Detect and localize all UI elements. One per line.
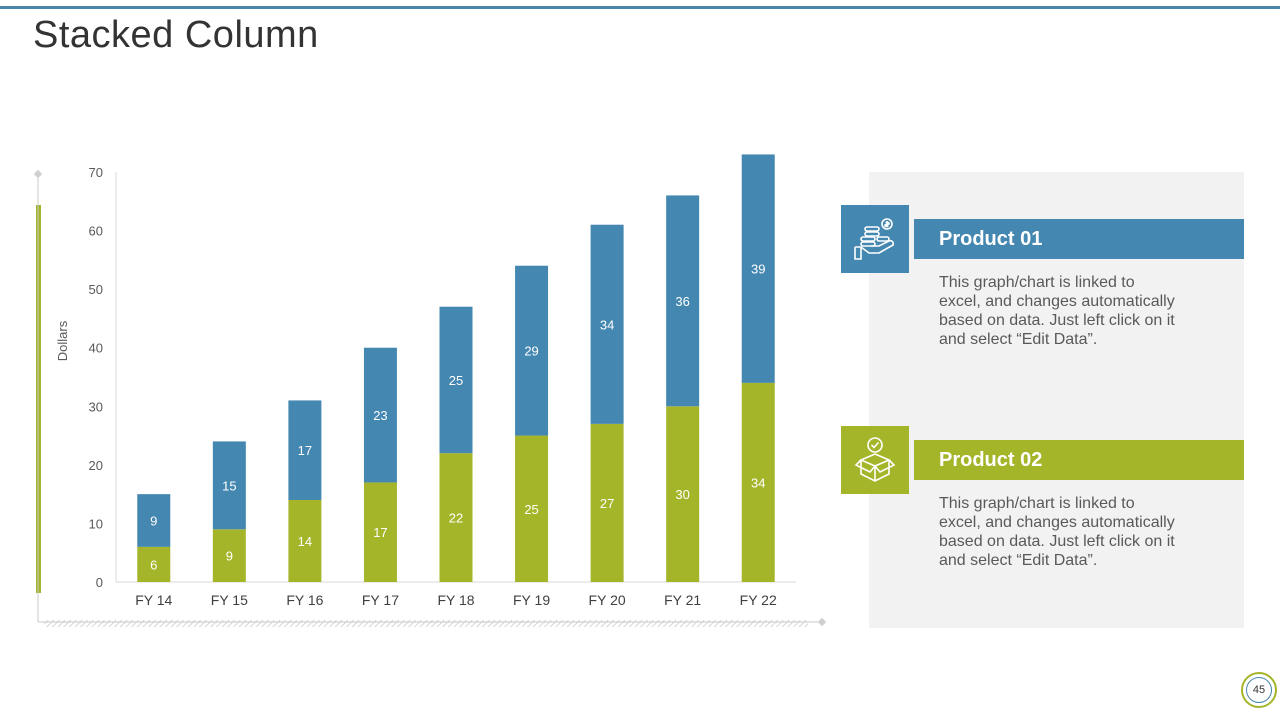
stacked-column-chart: Dollars 0 10 20 30 40 50 60 70 6 9 9 15 14 17 17 23 22 2…: [33, 154, 827, 627]
x-tick-label: FY 20: [589, 592, 626, 608]
bar-data-label: 23: [373, 408, 387, 423]
hatched-base: [44, 620, 808, 627]
y-tick-label: 70: [89, 165, 103, 180]
bar-data-label: 17: [298, 443, 312, 458]
bar-segment-product01: [439, 306, 473, 454]
x-tick-label: FY 21: [664, 592, 701, 608]
frame-diamond-top: [33, 169, 43, 179]
y-tick-label: 50: [89, 282, 103, 297]
x-tick-label: FY 17: [362, 592, 399, 608]
product1-icon-box: [841, 205, 909, 273]
bar-segment-product01: [363, 347, 397, 483]
y-axis-label: Dollars: [55, 320, 70, 361]
page-number: 45: [1246, 677, 1272, 703]
x-tick-label: FY 14: [135, 592, 172, 608]
bar-data-label: 30: [675, 487, 689, 502]
bar-segment-product01: [741, 154, 775, 383]
x-tick-label: FY 22: [740, 592, 777, 608]
money-hand-icon: [854, 218, 895, 260]
x-tick-labels: FY 14 FY 15 FY 16 FY 17 FY 18 FY 19 FY 20 FY 21…: [135, 592, 777, 608]
y-tick-label: 30: [89, 399, 103, 414]
product2-description: This graph/chart is linked to excel, and…: [939, 495, 1175, 569]
bar-data-label: 39: [751, 262, 765, 277]
bar-segment-product02: [590, 423, 624, 582]
product2-label: Product 02: [939, 449, 1043, 471]
bar-segment-product02: [363, 482, 397, 582]
bar-segment-product01: [515, 265, 549, 436]
bar-data-label: 34: [751, 475, 765, 490]
y-tick-label: 40: [89, 341, 103, 356]
bars: 6 9 9 15 14 17 17 23 22 25 25 29 27 34 30 36 34 39: [137, 154, 775, 582]
box-check-icon: [854, 437, 896, 482]
y-tick-label: 60: [89, 224, 103, 239]
bar-segment-product02: [666, 406, 700, 582]
bar-data-label: 29: [524, 344, 538, 359]
page-number-badge: 45: [1241, 672, 1277, 708]
product2-label-bar: Product 02: [914, 440, 1244, 480]
product2-icon-box: [841, 426, 909, 494]
product1-description: This graph/chart is linked to excel, and…: [939, 274, 1175, 348]
y-tick-labels: 0 10 20 30 40 50 60 70: [89, 165, 103, 590]
bar-segment-product02: [288, 500, 322, 582]
bar-data-label: 34: [600, 317, 614, 332]
product1-label: Product 01: [939, 228, 1043, 250]
x-tick-label: FY 19: [513, 592, 550, 608]
bar-data-label: 27: [600, 496, 614, 511]
bar-data-label: 25: [449, 373, 463, 388]
bar-data-label: 14: [298, 534, 312, 549]
product1-label-bar: Product 01: [914, 219, 1244, 259]
bar-data-label: 25: [524, 502, 538, 517]
x-tick-label: FY 15: [211, 592, 248, 608]
bar-data-label: 9: [226, 549, 233, 564]
slide-title: Stacked Column: [33, 14, 319, 56]
x-tick-label: FY 18: [437, 592, 474, 608]
top-rule: [0, 6, 1280, 9]
bar-segment-product01: [590, 224, 624, 424]
y-tick-label: 20: [89, 458, 103, 473]
bar-data-label: 36: [675, 294, 689, 309]
bar-data-label: 17: [373, 525, 387, 540]
x-tick-label: FY 16: [286, 592, 323, 608]
bar-segment-product01: [666, 195, 700, 407]
bar-data-label: 15: [222, 478, 236, 493]
chart-decoration: [33, 169, 827, 627]
y-tick-label: 10: [89, 516, 103, 531]
y-tick-label: 0: [96, 575, 103, 590]
bar-data-label: 22: [449, 511, 463, 526]
bar-segment-product02: [515, 435, 549, 582]
bar-data-label: 6: [150, 557, 157, 572]
bar-data-label: 9: [150, 514, 157, 529]
frame-diamond-right: [817, 617, 827, 627]
bar-segment-product01: [137, 494, 171, 547]
bar-segment-product02: [137, 546, 171, 582]
bar-segment-product02: [212, 529, 246, 582]
bar-segment-product02: [439, 453, 473, 582]
bar-segment-product01: [212, 441, 246, 530]
bar-segment-product01: [288, 400, 322, 500]
bar-segment-product02: [741, 382, 775, 582]
